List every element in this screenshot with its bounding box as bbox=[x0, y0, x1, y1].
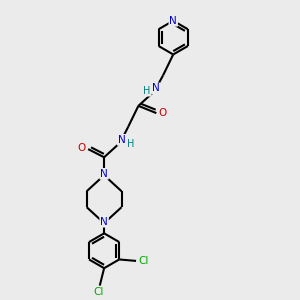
Text: H: H bbox=[128, 139, 135, 149]
Text: H: H bbox=[143, 86, 151, 96]
Text: N: N bbox=[169, 16, 177, 26]
Text: N: N bbox=[100, 169, 108, 179]
Text: N: N bbox=[152, 83, 160, 93]
Text: Cl: Cl bbox=[138, 256, 148, 266]
Text: Cl: Cl bbox=[93, 287, 104, 297]
Text: N: N bbox=[118, 135, 125, 145]
Text: O: O bbox=[78, 143, 86, 153]
Text: N: N bbox=[100, 217, 108, 227]
Text: O: O bbox=[159, 108, 167, 118]
